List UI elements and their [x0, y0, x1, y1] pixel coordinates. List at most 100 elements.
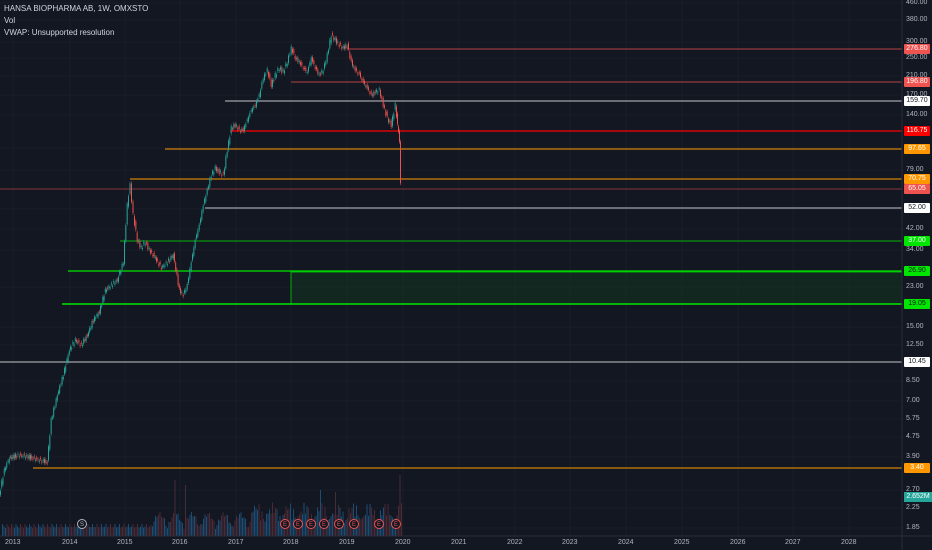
earnings-event-icon[interactable]: E	[319, 519, 329, 529]
volume-bar	[239, 513, 240, 536]
candle-body	[220, 171, 221, 173]
volume-bar	[38, 524, 39, 536]
candle-body	[399, 130, 400, 142]
candle-body	[84, 339, 86, 341]
volume-bar	[21, 526, 23, 536]
candle-body	[20, 453, 21, 455]
price-level-label[interactable]: 159.70	[904, 96, 930, 106]
earnings-event-icon[interactable]: E	[391, 519, 401, 529]
candle-body	[317, 69, 319, 74]
volume-bar	[330, 516, 332, 536]
price-level-label[interactable]: 70.75	[904, 174, 930, 184]
candle-body	[288, 55, 289, 64]
candle-body	[90, 327, 92, 329]
candle-body	[240, 131, 241, 133]
candle-body	[217, 168, 219, 172]
time-tick-label: 2027	[785, 539, 801, 546]
candle-body	[136, 232, 138, 242]
volume-bar	[260, 520, 261, 536]
price-level-label[interactable]: 116.75	[904, 126, 930, 136]
earnings-event-icon[interactable]: E	[349, 519, 359, 529]
volume-bar	[68, 527, 69, 536]
symbol-title[interactable]: HANSA BIOPHARMA AB, 1W, OMXSTO	[4, 4, 149, 13]
candle-body	[293, 49, 295, 54]
earnings-event-icon[interactable]: E	[374, 519, 384, 529]
candle-body	[353, 66, 355, 68]
candle-body	[354, 67, 356, 71]
split-event-icon[interactable]: S	[77, 519, 87, 529]
earnings-event-icon[interactable]: E	[280, 519, 290, 529]
volume-bar	[111, 527, 113, 536]
candle-body	[140, 246, 142, 248]
candle-body	[185, 289, 187, 293]
time-tick-label: 2015	[117, 539, 133, 546]
price-tick-label: 250.00	[906, 54, 928, 61]
vwap-indicator-label[interactable]: VWAP: Unsupported resolution	[4, 28, 115, 37]
candle-body	[196, 234, 197, 239]
volume-bar	[110, 524, 111, 536]
price-level-label[interactable]: 37.00	[904, 236, 930, 246]
price-tick-label: 42.00	[906, 225, 924, 232]
earnings-event-icon[interactable]: E	[334, 519, 344, 529]
candle-body	[256, 101, 257, 107]
volume-bar	[74, 524, 75, 536]
candle-body	[218, 169, 220, 174]
candle-body	[282, 70, 284, 72]
volume-bar	[327, 520, 329, 536]
candle-body	[400, 141, 401, 184]
price-level-label[interactable]: 65.05	[904, 184, 930, 194]
candle-body	[276, 74, 277, 77]
candle-body	[31, 455, 33, 459]
candle-body	[181, 291, 183, 293]
price-level-label[interactable]: 3.40	[904, 463, 930, 473]
candle-body	[54, 406, 56, 409]
candle-body	[216, 167, 217, 172]
volume-bar	[278, 521, 279, 536]
support-zone	[290, 271, 903, 305]
candle-body	[364, 80, 365, 85]
price-level-label[interactable]: 97.65	[904, 144, 930, 154]
price-tick-label: 380.00	[906, 16, 928, 23]
candle-body	[277, 68, 279, 71]
volume-bar	[221, 515, 222, 536]
price-level-label[interactable]: 196.80	[904, 77, 930, 87]
volume-bar	[332, 513, 333, 536]
price-tick-label: 79.00	[906, 166, 924, 173]
candle-body	[53, 408, 55, 417]
price-level-label[interactable]: 10.45	[904, 357, 930, 367]
candle-body	[0, 490, 1, 495]
candle-body	[281, 67, 283, 73]
volume-bar	[26, 526, 27, 536]
candle-body	[265, 74, 267, 76]
candle-body	[300, 62, 301, 65]
volume-bar	[24, 524, 26, 536]
candle-body	[252, 108, 253, 112]
price-level-label[interactable]: 26.90	[904, 266, 930, 276]
volume-bar	[120, 527, 122, 536]
volume-bar	[125, 527, 126, 536]
candle-body	[74, 338, 76, 341]
candle-body	[7, 460, 9, 463]
volume-bar	[234, 520, 236, 536]
time-tick-label: 2023	[562, 539, 578, 546]
volume-bar	[87, 524, 89, 536]
time-tick-label: 2019	[339, 539, 355, 546]
candle-body	[170, 256, 172, 261]
candle-body	[82, 344, 83, 346]
price-level-label[interactable]: 52.00	[904, 203, 930, 213]
earnings-event-icon[interactable]: E	[293, 519, 303, 529]
candle-body	[71, 347, 73, 350]
volume-bar	[384, 504, 386, 536]
candle-body	[110, 283, 112, 285]
price-level-label[interactable]: 276.80	[904, 44, 930, 54]
price-level-label[interactable]: 19.05	[904, 299, 930, 309]
volume-bar	[167, 528, 168, 536]
vol-indicator-label[interactable]: Vol	[4, 16, 16, 25]
candle-body	[27, 455, 29, 459]
candle-body	[397, 113, 398, 125]
candle-body	[18, 456, 20, 458]
candle-body	[13, 454, 15, 459]
earnings-event-icon[interactable]: E	[306, 519, 316, 529]
